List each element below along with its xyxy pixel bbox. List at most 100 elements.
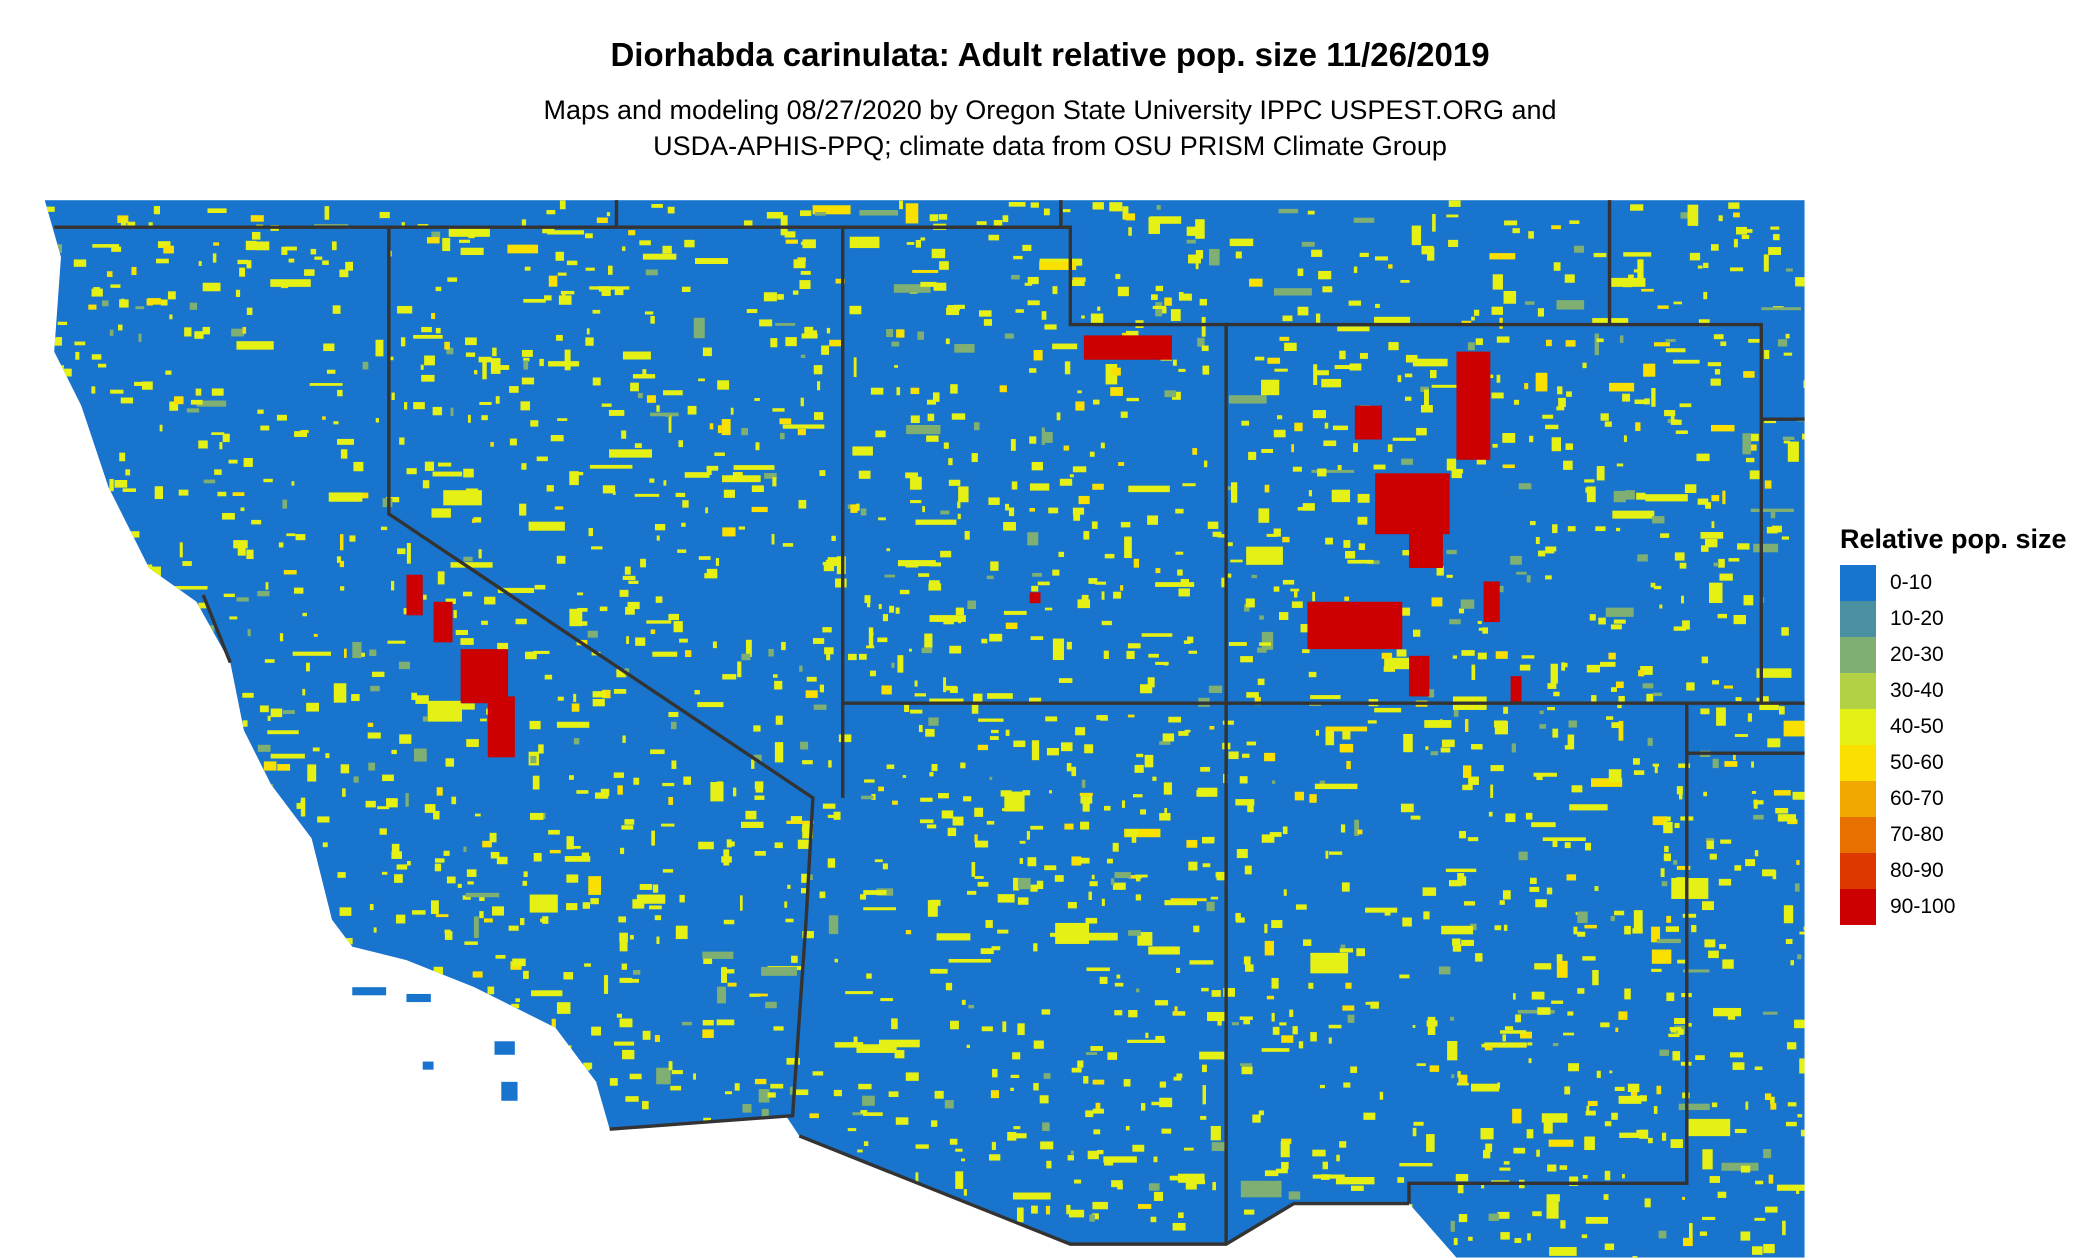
habitat-patch <box>156 258 169 264</box>
habitat-patch <box>801 873 808 883</box>
habitat-patch <box>558 295 572 305</box>
habitat-patch <box>1552 524 1558 534</box>
habitat-patch <box>465 488 479 494</box>
habitat-patch <box>586 328 590 335</box>
habitat-patch <box>1103 1156 1137 1163</box>
habitat-patch <box>1136 753 1144 758</box>
habitat-patch <box>655 596 663 603</box>
habitat-patch <box>703 1117 711 1122</box>
habitat-patch <box>1619 335 1624 343</box>
habitat-patch <box>595 1233 602 1244</box>
habitat-patch <box>1756 668 1792 678</box>
habitat-patch <box>1582 956 1596 961</box>
habitat-patch <box>1463 901 1476 906</box>
habitat-patch <box>47 542 58 558</box>
habitat-patch <box>1584 924 1597 929</box>
habitat-patch <box>1350 1066 1358 1073</box>
habitat-patch <box>619 589 629 597</box>
habitat-patch <box>886 329 894 338</box>
habitat-patch <box>391 749 397 755</box>
habitat-patch <box>1318 270 1332 280</box>
habitat-patch <box>757 1218 766 1226</box>
habitat-patch <box>508 925 519 931</box>
habitat-patch <box>927 900 938 917</box>
habitat-patch <box>1337 464 1342 472</box>
habitat-patch <box>802 760 813 765</box>
habitat-patch <box>1175 551 1184 555</box>
habitat-patch <box>529 1089 538 1094</box>
habitat-patch <box>1090 313 1104 325</box>
habitat-patch <box>929 562 942 567</box>
habitat-patch <box>1402 550 1415 556</box>
habitat-patch <box>1446 458 1457 471</box>
habitat-patch <box>1133 558 1140 568</box>
habitat-patch <box>1124 828 1161 838</box>
habitat-patch <box>1123 1079 1131 1087</box>
habitat-patch <box>573 738 580 745</box>
habitat-patch <box>858 1083 872 1090</box>
habitat-patch <box>265 1174 276 1184</box>
habitat-patch <box>785 918 794 923</box>
habitat-patch <box>1734 734 1748 737</box>
habitat-patch <box>971 862 976 877</box>
habitat-patch <box>741 821 764 828</box>
habitat-patch <box>812 638 825 644</box>
habitat-patch <box>1551 437 1562 452</box>
habitat-patch <box>974 807 984 817</box>
habitat-patch <box>1651 926 1661 943</box>
habitat-patch <box>1085 1110 1094 1118</box>
habitat-patch <box>971 452 978 463</box>
habitat-patch <box>802 1240 812 1255</box>
habitat-patch <box>1249 278 1263 287</box>
habitat-patch <box>1717 1191 1727 1198</box>
habitat-patch <box>1029 508 1036 512</box>
habitat-patch <box>1565 443 1574 450</box>
habitat-patch <box>566 836 574 850</box>
habitat-patch <box>47 844 60 854</box>
habitat-patch <box>1697 265 1703 269</box>
habitat-patch <box>951 413 966 420</box>
habitat-patch <box>52 251 57 261</box>
habitat-patch <box>44 1177 47 1186</box>
habitat-patch <box>1439 719 1443 724</box>
habitat-patch <box>231 328 245 337</box>
habitat-patch <box>1100 715 1108 721</box>
habitat-patch <box>945 1197 949 1203</box>
habitat-patch <box>1264 940 1275 956</box>
habitat-patch <box>1257 647 1267 653</box>
habitat-patch <box>88 924 100 932</box>
habitat-patch <box>464 941 478 945</box>
habitat-patch <box>1005 622 1018 629</box>
habitat-patch <box>1634 399 1650 405</box>
habitat-patch <box>294 918 301 926</box>
habitat-patch <box>444 929 451 934</box>
habitat-patch <box>609 449 652 458</box>
habitat-patch <box>879 1039 920 1048</box>
habitat-patch <box>1448 239 1459 247</box>
habitat-patch <box>1019 858 1024 864</box>
habitat-patch <box>1082 803 1090 812</box>
habitat-patch <box>1718 558 1725 568</box>
legend-item: 50-60 <box>1840 745 2067 781</box>
habitat-patch <box>529 720 541 730</box>
habitat-patch <box>479 402 492 405</box>
habitat-patch <box>1547 707 1555 711</box>
habitat-patch <box>278 542 284 548</box>
habitat-patch <box>1763 1149 1772 1159</box>
habitat-patch <box>1251 574 1257 579</box>
habitat-patch <box>305 950 313 955</box>
habitat-patch <box>101 596 108 602</box>
habitat-patch <box>1673 626 1687 631</box>
habitat-patch <box>1197 787 1218 797</box>
habitat-patch <box>351 694 360 702</box>
habitat-patch <box>1545 549 1555 554</box>
habitat-patch <box>1630 1091 1638 1097</box>
habitat-patch <box>405 793 409 807</box>
habitat-patch <box>1422 887 1437 896</box>
habitat-patch <box>1208 248 1220 266</box>
habitat-patch <box>74 1204 84 1212</box>
habitat-patch <box>1428 689 1435 698</box>
habitat-patch <box>1120 521 1131 528</box>
habitat-patch <box>1202 863 1211 868</box>
habitat-patch <box>540 918 545 923</box>
